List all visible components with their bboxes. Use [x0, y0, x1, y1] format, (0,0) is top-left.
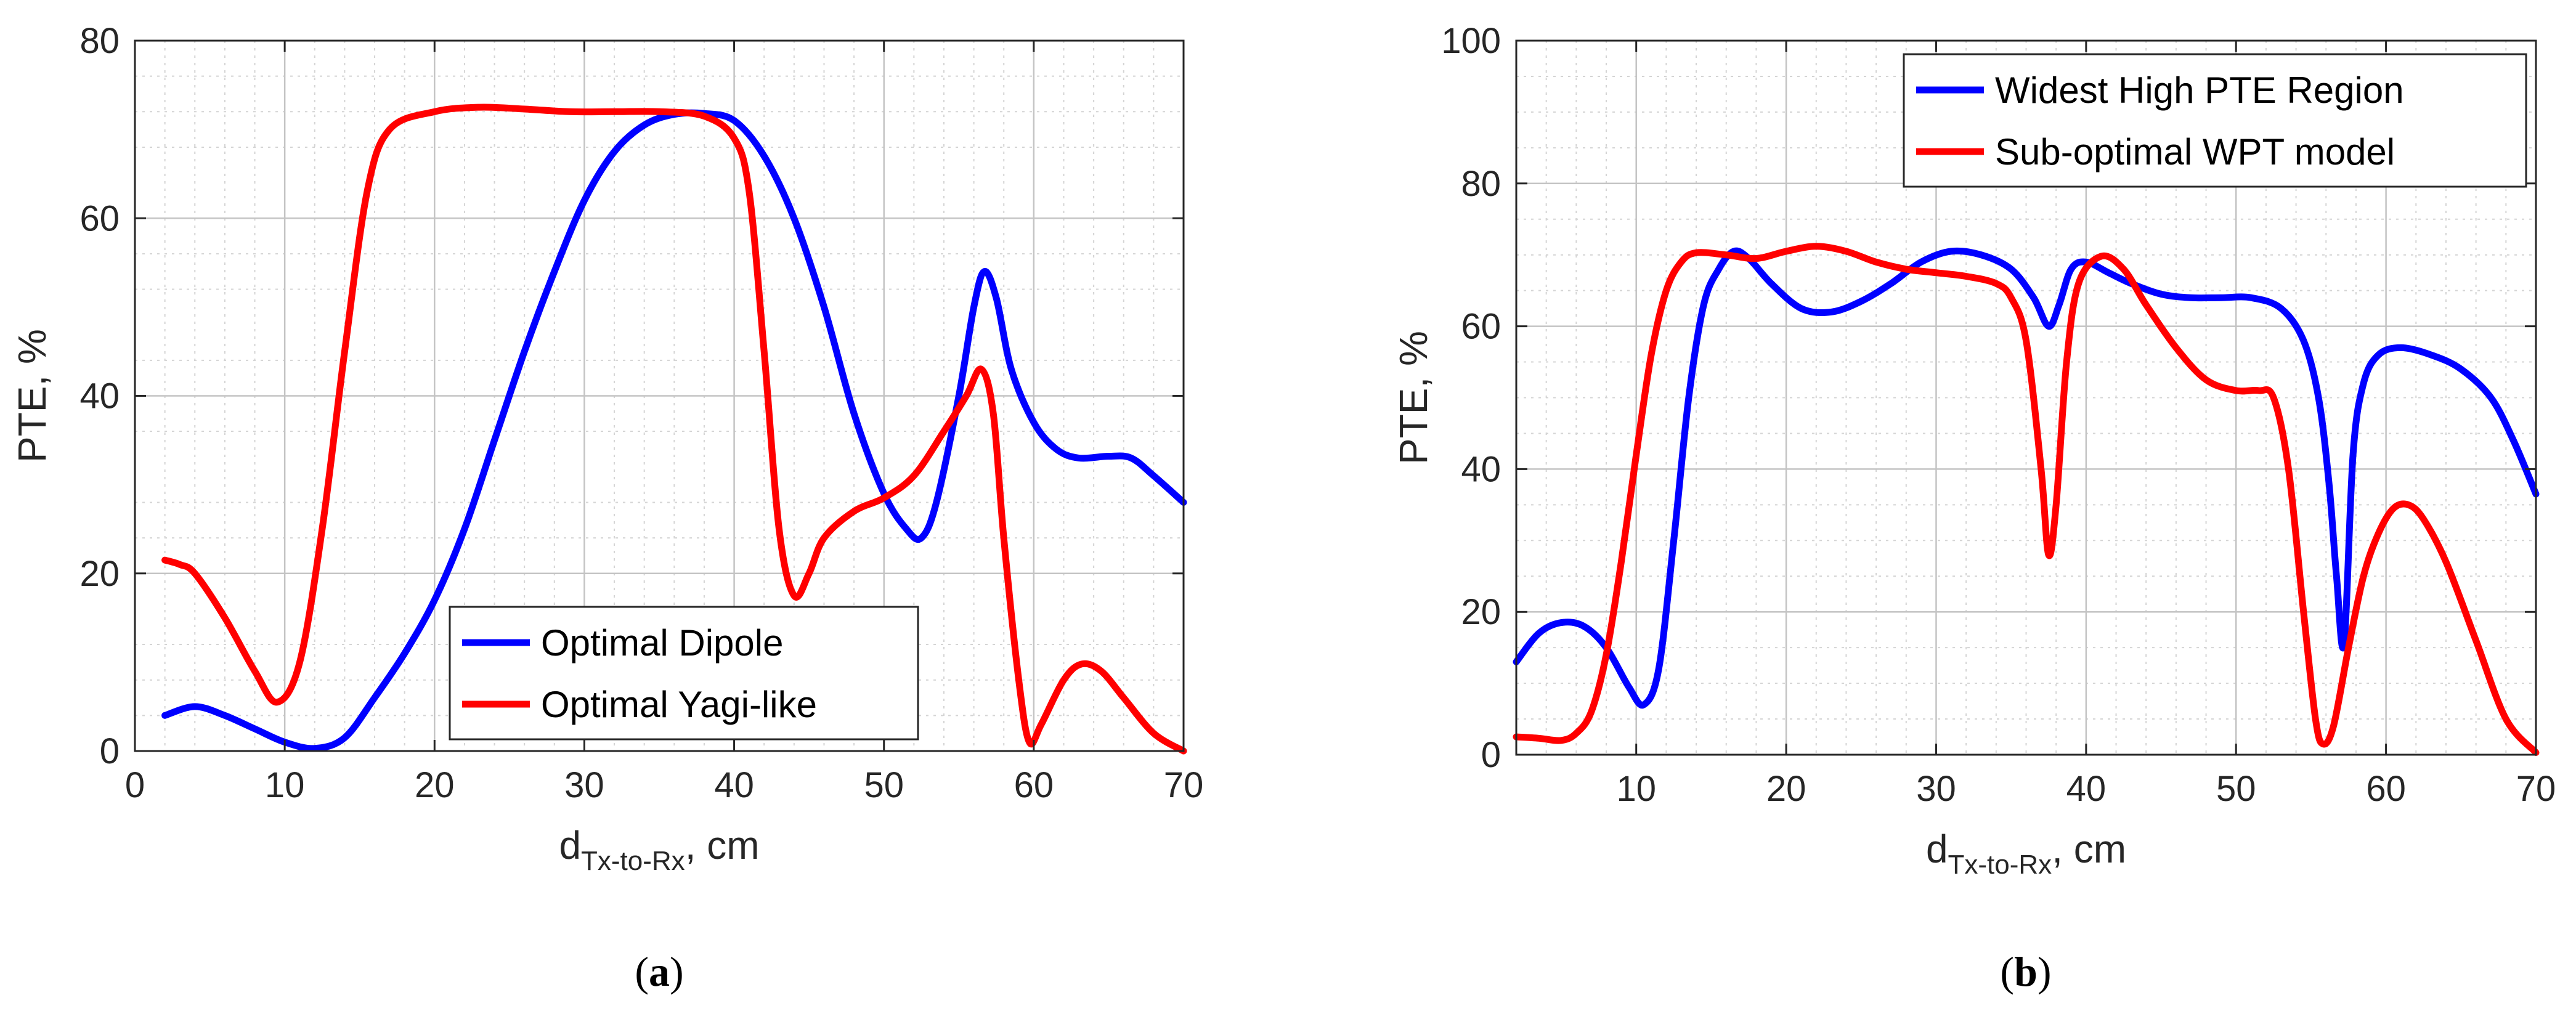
chart-b-x-axis-label-sub: Tx-to-Rx: [1948, 850, 2052, 880]
chart-b-ticks: 10 20 30 40 50 60 70 0 20 40 60 80 100: [1441, 21, 2556, 809]
chart-b-y-tick-label: 80: [1461, 164, 1501, 204]
chart-a-legend-box: [449, 606, 919, 741]
chart-a-caption-letter: a: [649, 948, 670, 995]
chart-b-series-line-2: [1513, 243, 2540, 756]
chart-a-ticks: 0 10 20 30 40 50 60 70 0 20 40 60 80: [79, 21, 1203, 805]
chart-b-x-tick-label: 70: [2516, 769, 2556, 809]
chart-b-x-axis-label: dTx-to-Rx, cm: [1926, 827, 2126, 880]
chart-b-x-tick-label: 40: [2066, 769, 2107, 809]
chart-b-legend-label-2: Sub-optimal WPT model: [1995, 131, 2395, 173]
chart-a-x-tick-label: 10: [265, 765, 305, 805]
chart-panel-b: 10 20 30 40 50 60 70 0 20 40 60 80 100 PTE, % dTx-to-R…: [1391, 21, 2556, 995]
chart-a-caption: (a): [635, 948, 683, 995]
chart-a-y-tick-label: 40: [79, 376, 120, 416]
chart-a-x-axis-label-main: d: [559, 823, 581, 867]
chart-a-series-line-2: [161, 104, 1187, 755]
chart-a-legend-label-2: Optimal Yagi-like: [541, 684, 817, 725]
chart-b-x-axis-label-suffix: , cm: [2052, 827, 2126, 871]
chart-a-x-axis-label-sub: Tx-to-Rx: [581, 846, 685, 876]
chart-a-y-axis-label: PTE, %: [10, 329, 54, 463]
chart-a-caption-open: (: [635, 948, 649, 995]
chart-b-series-line-1: [1513, 247, 2540, 709]
chart-panel-a: 0 10 20 30 40 50 60 70 0 20 40 60 80 PTE, % dTx-to-Rx,…: [10, 21, 1203, 995]
chart-b-x-tick-label: 30: [1916, 769, 1956, 809]
chart-a-legend: Optimal Dipole Optimal Yagi-like: [449, 606, 919, 741]
chart-a-x-tick-label: 20: [415, 765, 455, 805]
chart-a-x-tick-label: 60: [1014, 765, 1054, 805]
chart-b-y-tick-label: 40: [1461, 449, 1501, 489]
chart-a-y-tick-label: 0: [100, 731, 120, 771]
chart-b-x-tick-label: 20: [1766, 769, 1806, 809]
chart-b-caption: (b): [2000, 948, 2051, 995]
chart-a-y-tick-label: 20: [79, 554, 120, 594]
chart-a-legend-label-1: Optimal Dipole: [541, 622, 784, 664]
chart-b-caption-close: ): [2038, 948, 2052, 995]
chart-b-y-tick-label: 20: [1461, 592, 1501, 632]
chart-a-y-tick-label: 80: [79, 21, 120, 61]
chart-b-y-tick-label: 60: [1461, 307, 1501, 347]
chart-b-legend-label-1: Widest High PTE Region: [1995, 70, 2404, 111]
chart-a-x-tick-label: 0: [125, 765, 145, 805]
chart-a-x-axis-label-suffix: , cm: [685, 823, 760, 867]
chart-a-x-tick-label: 50: [864, 765, 904, 805]
chart-b-legend: Widest High PTE Region Sub-optimal WPT mo…: [1903, 53, 2527, 188]
chart-a-caption-close: ): [670, 948, 684, 995]
chart-b-y-tick-label: 100: [1441, 21, 1501, 61]
chart-b-x-tick-label: 60: [2366, 769, 2406, 809]
chart-b-caption-letter: b: [2014, 948, 2038, 995]
chart-b-x-tick-label: 10: [1616, 769, 1656, 809]
chart-b-y-tick-label: 0: [1481, 735, 1501, 775]
chart-a-x-tick-label: 70: [1164, 765, 1204, 805]
chart-b-axes-frame: [1515, 39, 2537, 756]
chart-a-x-axis-label: dTx-to-Rx, cm: [559, 823, 759, 876]
chart-b-y-axis-label: PTE, %: [1391, 331, 1436, 465]
chart-b-caption-open: (: [2000, 948, 2014, 995]
chart-a-x-tick-label: 40: [714, 765, 754, 805]
chart-b-legend-box: [1903, 53, 2527, 188]
chart-a-series-line-1: [161, 109, 1187, 752]
chart-b-x-tick-label: 50: [2216, 769, 2256, 809]
chart-a-x-tick-label: 30: [564, 765, 604, 805]
chart-b-x-axis-label-main: d: [1926, 827, 1948, 871]
chart-a-y-tick-label: 60: [79, 198, 120, 238]
